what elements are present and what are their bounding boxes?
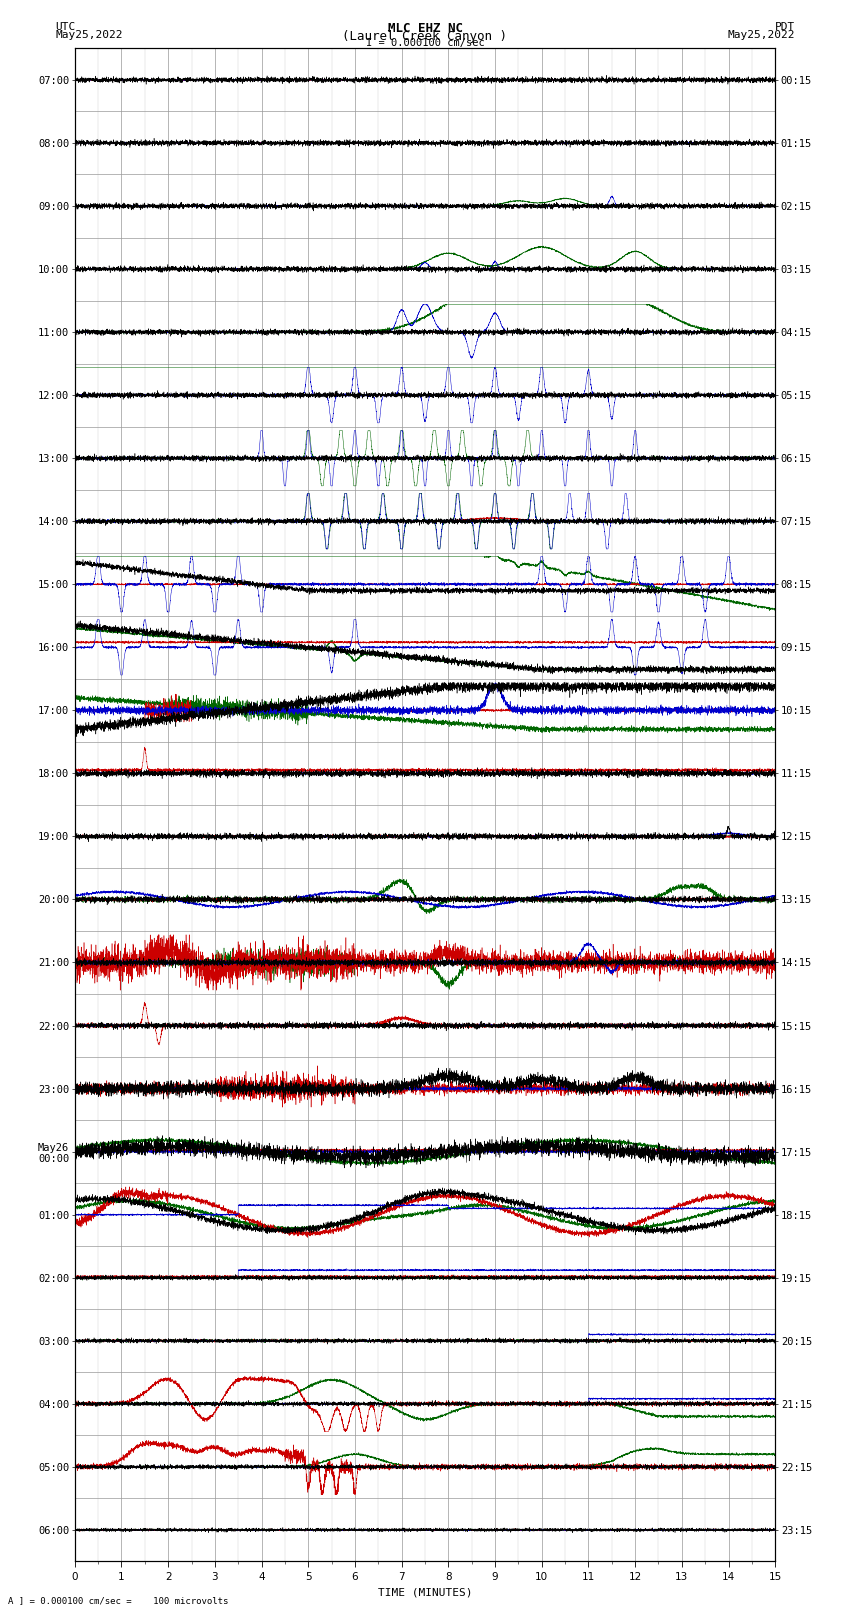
Text: PDT: PDT: [774, 23, 795, 32]
Text: May25,2022: May25,2022: [55, 31, 122, 40]
X-axis label: TIME (MINUTES): TIME (MINUTES): [377, 1587, 473, 1597]
Text: May25,2022: May25,2022: [728, 31, 795, 40]
Text: I = 0.000100 cm/sec: I = 0.000100 cm/sec: [366, 37, 484, 48]
Text: (Laurel Creek Canyon ): (Laurel Creek Canyon ): [343, 31, 507, 44]
Text: A ] = 0.000100 cm/sec =    100 microvolts: A ] = 0.000100 cm/sec = 100 microvolts: [8, 1595, 229, 1605]
Text: MLC EHZ NC: MLC EHZ NC: [388, 23, 462, 35]
Text: UTC: UTC: [55, 23, 76, 32]
